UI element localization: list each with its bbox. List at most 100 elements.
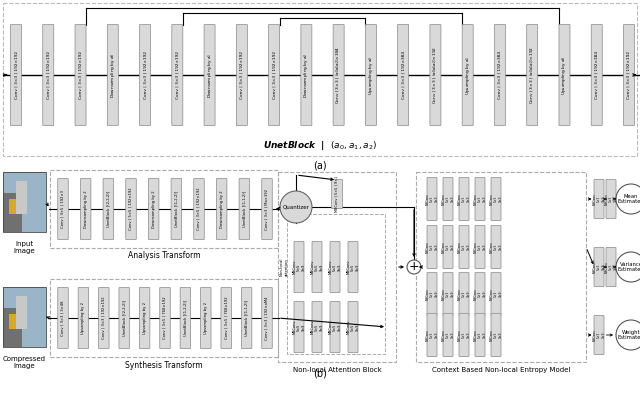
FancyBboxPatch shape xyxy=(491,273,501,316)
Text: MBConv
5×5
9×9: MBConv 5×5 9×9 xyxy=(490,288,502,300)
FancyBboxPatch shape xyxy=(475,225,485,269)
FancyBboxPatch shape xyxy=(475,273,485,316)
FancyBboxPatch shape xyxy=(58,288,68,348)
FancyBboxPatch shape xyxy=(75,24,86,126)
Text: MBConv
5×5
9×9: MBConv 5×5 9×9 xyxy=(310,260,324,274)
Text: Conv | 3×3 | 192×oM4: Conv | 3×3 | 192×oM4 xyxy=(265,296,269,340)
Text: MBConv
5×5
9×9: MBConv 5×5 9×9 xyxy=(346,260,360,274)
Circle shape xyxy=(616,320,640,350)
FancyBboxPatch shape xyxy=(348,302,358,352)
FancyBboxPatch shape xyxy=(119,288,129,348)
FancyBboxPatch shape xyxy=(459,273,469,316)
Text: +: + xyxy=(409,261,419,273)
Bar xyxy=(50,279,278,357)
Text: MBConv
5×5
9×9: MBConv 5×5 9×9 xyxy=(593,261,605,273)
Text: MBConv
5×5
9×9: MBConv 5×5 9×9 xyxy=(426,288,438,300)
Text: Weight
Estimates: Weight Estimates xyxy=(618,330,640,340)
FancyBboxPatch shape xyxy=(443,225,453,269)
FancyBboxPatch shape xyxy=(239,178,250,239)
FancyBboxPatch shape xyxy=(443,273,453,316)
FancyBboxPatch shape xyxy=(332,180,342,209)
FancyBboxPatch shape xyxy=(172,24,183,126)
Text: Upsampling by $a_2$: Upsampling by $a_2$ xyxy=(367,55,375,95)
Text: MBConv
5×5
9×9: MBConv 5×5 9×9 xyxy=(426,193,438,205)
Text: Non-local
attention: Non-local attention xyxy=(280,258,288,276)
FancyBboxPatch shape xyxy=(3,172,46,232)
Text: MBConv
5×5
9×9: MBConv 5×5 9×9 xyxy=(474,329,486,341)
Text: Conv | 3×3 | 3×48: Conv | 3×3 | 3×48 xyxy=(61,300,65,336)
Text: Conv | 3×3 | 192×384: Conv | 3×3 | 192×384 xyxy=(498,51,502,99)
FancyBboxPatch shape xyxy=(58,178,68,239)
FancyBboxPatch shape xyxy=(3,287,46,347)
Text: Downsampling by $a_0$: Downsampling by $a_0$ xyxy=(109,52,116,98)
FancyBboxPatch shape xyxy=(559,24,570,126)
Text: MBConv | 5×5 | 9×1: MBConv | 5×5 | 9×1 xyxy=(335,176,339,212)
FancyBboxPatch shape xyxy=(606,247,616,286)
Text: MBConv
5×5
9×9: MBConv 5×5 9×9 xyxy=(346,320,360,334)
Text: Context Based Non-local Entropy Model: Context Based Non-local Entropy Model xyxy=(432,367,570,373)
Text: Downsampling by 2: Downsampling by 2 xyxy=(152,190,156,228)
Text: MBConv
5×5
9×9: MBConv 5×5 9×9 xyxy=(474,288,486,300)
FancyBboxPatch shape xyxy=(312,241,322,292)
FancyBboxPatch shape xyxy=(16,181,27,214)
FancyBboxPatch shape xyxy=(3,193,22,232)
Text: Conv | 3×3 | 192×192: Conv | 3×3 | 192×192 xyxy=(143,51,147,99)
Text: Conv | 5×5 | 192×192: Conv | 5×5 | 192×192 xyxy=(129,188,133,230)
FancyBboxPatch shape xyxy=(491,314,501,356)
Text: Upsampling by $a_0$: Upsampling by $a_0$ xyxy=(561,55,568,95)
Text: Conv | 3×3 | 192×384: Conv | 3×3 | 192×384 xyxy=(595,51,599,99)
FancyBboxPatch shape xyxy=(606,180,616,219)
Text: MBConv
5×5
9×9: MBConv 5×5 9×9 xyxy=(490,329,502,341)
Text: Upsampling by 2: Upsampling by 2 xyxy=(143,302,147,334)
Text: UnetBlock [(1,2,2)]: UnetBlock [(1,2,2)] xyxy=(174,191,179,227)
FancyBboxPatch shape xyxy=(348,241,358,292)
Text: Conv | 3×5 | 192×3: Conv | 3×5 | 192×3 xyxy=(61,190,65,228)
Text: Conv | 3×5 | 768×192: Conv | 3×5 | 768×192 xyxy=(163,297,167,339)
Text: Conv | 3×5 | 768×192: Conv | 3×5 | 768×192 xyxy=(224,297,228,339)
Text: MBConv
5×5
9×9: MBConv 5×5 9×9 xyxy=(604,193,618,205)
FancyBboxPatch shape xyxy=(459,178,469,221)
FancyBboxPatch shape xyxy=(216,178,227,239)
Text: Conv | 3×3 | 192×192: Conv | 3×3 | 192×192 xyxy=(46,51,51,99)
FancyBboxPatch shape xyxy=(443,314,453,356)
Text: MBConv
5×5
9×9: MBConv 5×5 9×9 xyxy=(458,241,470,253)
Bar xyxy=(3,3,637,156)
FancyBboxPatch shape xyxy=(16,296,27,329)
FancyBboxPatch shape xyxy=(330,302,340,352)
FancyBboxPatch shape xyxy=(594,247,604,286)
Text: Upsampling by 2: Upsampling by 2 xyxy=(81,302,85,334)
FancyBboxPatch shape xyxy=(125,178,136,239)
Text: Conv | 3×3 | 192×192: Conv | 3×3 | 192×192 xyxy=(240,51,244,99)
Text: UnetBlock [(1,2,2)]: UnetBlock [(1,2,2)] xyxy=(184,300,188,336)
FancyBboxPatch shape xyxy=(443,178,453,221)
FancyBboxPatch shape xyxy=(459,314,469,356)
Text: Conv | 3×3 | 192×192: Conv | 3×3 | 192×192 xyxy=(272,51,276,99)
Text: Downsampling by 2: Downsampling by 2 xyxy=(84,190,88,228)
FancyBboxPatch shape xyxy=(365,24,376,126)
Text: MBConv
5×5
9×9: MBConv 5×5 9×9 xyxy=(490,241,502,253)
Text: Analysis Transform: Analysis Transform xyxy=(128,251,200,261)
FancyBboxPatch shape xyxy=(594,316,604,354)
FancyBboxPatch shape xyxy=(236,24,247,126)
Circle shape xyxy=(407,260,421,274)
FancyBboxPatch shape xyxy=(301,24,312,126)
FancyBboxPatch shape xyxy=(194,178,204,239)
FancyBboxPatch shape xyxy=(527,24,538,126)
FancyBboxPatch shape xyxy=(475,314,485,356)
Text: MBConv
5×5
9×9: MBConv 5×5 9×9 xyxy=(426,329,438,341)
Text: UnetBlock [(1,1,2)]: UnetBlock [(1,1,2)] xyxy=(244,300,248,336)
Text: MBConv
5×5
9×9: MBConv 5×5 9×9 xyxy=(426,241,438,253)
FancyBboxPatch shape xyxy=(397,24,409,126)
FancyBboxPatch shape xyxy=(171,178,182,239)
Text: Non-local Attention Block: Non-local Attention Block xyxy=(292,367,381,373)
Text: Variance
Estimates: Variance Estimates xyxy=(618,262,640,273)
Text: Synthesis Transform: Synthesis Transform xyxy=(125,361,203,369)
Bar xyxy=(50,170,278,248)
FancyBboxPatch shape xyxy=(462,24,473,126)
FancyBboxPatch shape xyxy=(3,308,22,347)
Text: MBConv
5×5
9×9: MBConv 5×5 9×9 xyxy=(604,261,618,273)
FancyBboxPatch shape xyxy=(78,288,89,348)
Text: MBConv
5×5
9×9: MBConv 5×5 9×9 xyxy=(593,193,605,205)
Text: Conv | 3×3 | Ma×192: Conv | 3×3 | Ma×192 xyxy=(265,188,269,229)
Text: (b): (b) xyxy=(313,368,327,378)
